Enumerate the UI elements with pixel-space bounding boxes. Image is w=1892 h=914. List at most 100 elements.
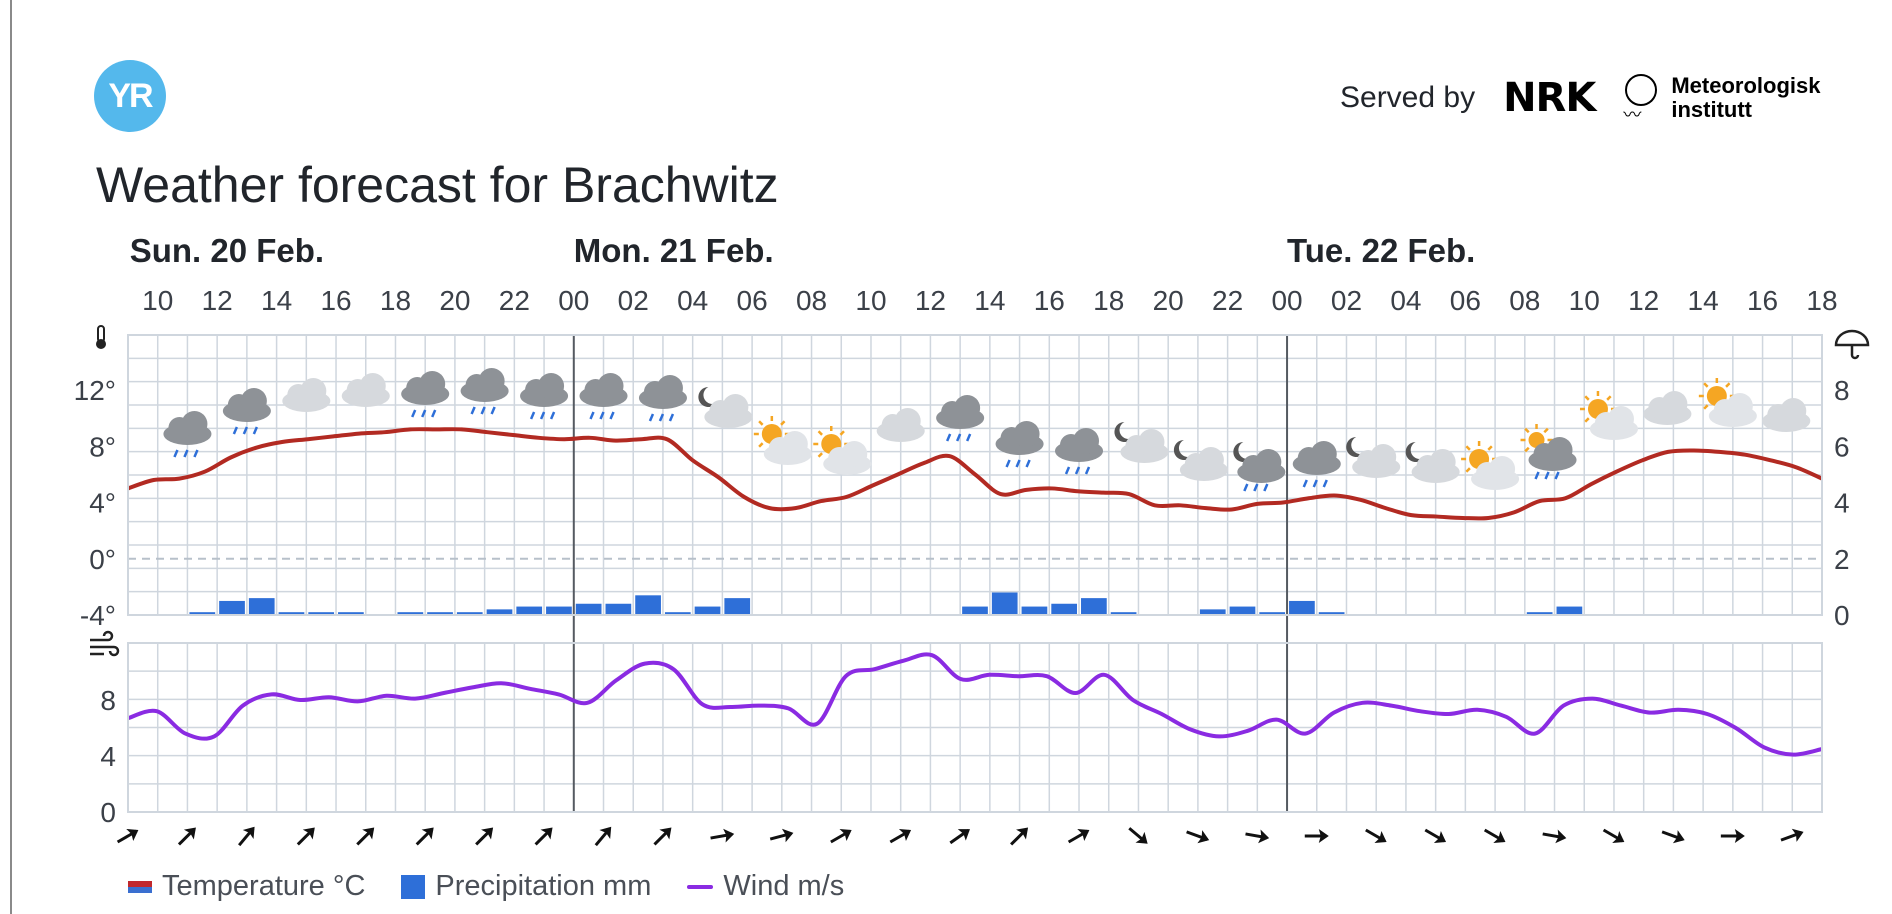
weather-icon-sun-cloud [813, 426, 872, 475]
legend-swatch-precipitation [401, 874, 426, 899]
weather-icon-cloud [1643, 391, 1692, 425]
precip-bar [456, 612, 483, 615]
thermometer-icon [96, 325, 106, 349]
precip-bar [397, 612, 424, 615]
wind-direction-arrow [1245, 829, 1270, 844]
x-axis-tick: 14 [974, 285, 1005, 316]
precip-bar [1229, 606, 1256, 615]
precip-bar [486, 609, 513, 615]
x-axis-tick: 18 [380, 285, 411, 316]
x-axis-tick: 02 [618, 285, 649, 316]
precip-bar [1526, 612, 1553, 615]
chart-legend: Temperature °C Precipitation mm Wind m/s [128, 870, 844, 903]
precip-bar [1051, 603, 1078, 615]
precip-bar [1081, 598, 1107, 615]
x-axis-tick: 08 [796, 285, 827, 316]
precip-bar [1289, 600, 1315, 615]
temp-axis-tick: 12° [74, 375, 116, 406]
wind-direction-arrow [356, 827, 375, 846]
precip-bar [1259, 612, 1286, 615]
wind-direction-arrow [594, 826, 612, 847]
weather-icon-sun-cloud [1461, 441, 1520, 490]
precip-bar [1318, 612, 1345, 615]
weather-icon-sun-cloud [1579, 391, 1638, 440]
wind-direction-arrow [475, 827, 494, 846]
legend-swatch-temperature [128, 880, 152, 893]
x-axis-tick: 18 [1093, 285, 1124, 316]
precip-bar [219, 600, 245, 615]
wind-direction-arrow [1483, 828, 1506, 844]
weather-icon-cloud-rain [520, 373, 569, 420]
legend-item-temperature: Temperature °C [128, 870, 365, 903]
precip-bar [1110, 612, 1137, 615]
x-axis-tick: 22 [1212, 285, 1243, 316]
weather-icon-cloud-rain [1055, 428, 1104, 475]
x-axis-tick: 14 [261, 285, 292, 316]
x-axis-tick: 06 [737, 285, 768, 316]
x-axis-tick: 10 [142, 285, 173, 316]
x-axis-tick: 00 [558, 285, 589, 316]
met-logo-line1: Meteorologisk [1671, 73, 1821, 98]
temp-panel-frame [127, 334, 1823, 616]
served-by-label: Served by [1340, 81, 1476, 114]
wind-direction-arrow [1602, 828, 1625, 844]
umbrella-icon [1834, 329, 1870, 360]
precip-bar [308, 612, 335, 615]
wind-direction-arrow [1128, 827, 1148, 844]
weather-icon-moon-cloud [698, 387, 753, 428]
legend-label-precipitation: Precipitation mm [435, 870, 652, 902]
day-label: Mon. 21 Feb. [574, 232, 774, 269]
weather-icon-moon-cloud [1346, 437, 1401, 478]
wind-direction-arrow [1661, 830, 1685, 844]
x-axis-tick: 12 [915, 285, 946, 316]
precip-axis-tick: 2 [1834, 544, 1850, 575]
weather-icon-cloud-rain [638, 375, 687, 422]
served-by-bar: Served by NRK 〰 Meteorologisk institutt [1340, 73, 1821, 125]
x-axis-tick: 08 [1509, 285, 1540, 316]
precip-axis-tick: 0 [1834, 600, 1850, 631]
wind-direction-arrow [116, 828, 139, 844]
precip-bar [664, 612, 691, 615]
precip-bar [1021, 606, 1048, 615]
met-institute-logo[interactable]: 〰 Meteorologisk institutt [1623, 73, 1821, 125]
x-axis-tick: 04 [677, 285, 708, 316]
weather-icon-moon-cloud [1405, 442, 1460, 483]
wind-axis-tick: 8 [100, 685, 116, 716]
precip-bar [694, 606, 721, 615]
weather-icon-cloud [341, 373, 390, 407]
precip-axis-tick: 4 [1834, 488, 1850, 519]
temperature-line [127, 427, 1823, 521]
precip-bar [278, 612, 305, 615]
weather-icon-cloud [282, 378, 331, 412]
x-axis-tick: 12 [1628, 285, 1659, 316]
precip-bar [575, 603, 602, 615]
met-logo-line2: institutt [1671, 97, 1753, 122]
weather-icon-cloud-rain [163, 411, 212, 458]
precip-bar [338, 612, 364, 615]
weather-icon-moon-cloud [1114, 422, 1169, 463]
wind-direction-arrow [177, 827, 196, 846]
x-axis-tick: 02 [1331, 285, 1362, 316]
wind-direction-arrow [830, 828, 852, 844]
wind-direction-arrow [1780, 828, 1804, 842]
weather-icon-cloud-rain [1292, 441, 1341, 488]
yr-logo[interactable]: YR [94, 60, 166, 132]
x-axis-tick: 16 [320, 285, 351, 316]
precip-bar [962, 606, 988, 615]
wind-direction-arrow [1424, 828, 1447, 844]
precip-bar [991, 592, 1018, 615]
wind-direction-arrow [1067, 828, 1090, 844]
day-label: Sun. 20 Feb. [130, 232, 324, 269]
nrk-logo[interactable]: NRK [1503, 75, 1596, 121]
precip-bar [248, 598, 275, 615]
x-axis-tick: 12 [202, 285, 233, 316]
wind-direction-arrow [949, 829, 970, 845]
weather-icon-moon-cloud-rain [1233, 442, 1286, 492]
legend-swatch-wind [687, 884, 714, 889]
weather-icon-sun-cloud [1698, 378, 1757, 427]
met-logo-icon: 〰 [1623, 74, 1658, 124]
wind-line [127, 652, 1823, 757]
wind-direction-arrow [534, 827, 553, 846]
temp-axis-tick: 4° [89, 488, 116, 519]
x-axis-tick: 04 [1390, 285, 1421, 316]
